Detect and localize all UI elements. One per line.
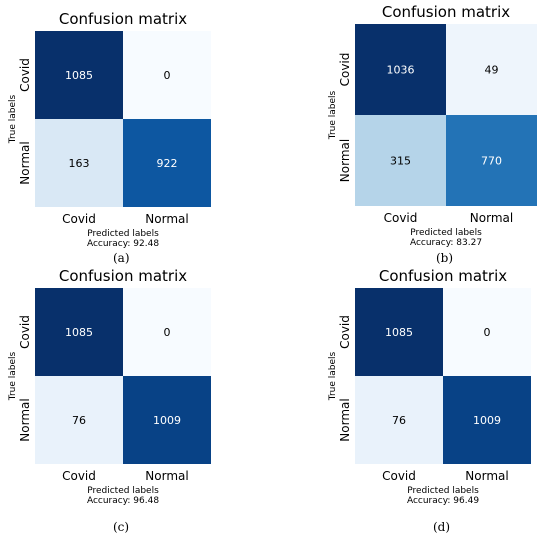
accuracy-label: Accuracy: 96.49 <box>407 496 479 506</box>
x-tick-label: Normal <box>145 469 188 483</box>
cell-value: 49 <box>485 64 499 77</box>
y-tick-label: Normal <box>18 141 32 184</box>
panel-label: (d) <box>433 520 451 534</box>
matrix-cell <box>443 288 531 376</box>
x-tick-label: Covid <box>62 212 96 226</box>
chart-title: Confusion matrix <box>59 269 187 285</box>
matrix-cell <box>355 115 446 206</box>
matrix-cell <box>35 119 123 207</box>
y-tick-label: Covid <box>338 315 352 349</box>
confusion-matrix-chart: Confusion matrix 1085 0 76 1009 Covid Normal Co… <box>328 269 531 506</box>
x-axis-label: Predicted labels <box>87 486 159 496</box>
y-axis-label: True labels <box>328 90 338 140</box>
cell-value: 76 <box>392 414 406 427</box>
cell-value: 163 <box>69 157 90 170</box>
confusion-matrix-chart: Confusion matrix 1036 49 315 770 Covid Normal C… <box>328 3 537 248</box>
matrix-cell <box>35 31 123 119</box>
matrix-cell <box>123 119 211 207</box>
accuracy-label: Accuracy: 83.27 <box>410 238 482 248</box>
matrix-cell <box>355 376 443 464</box>
confusion-matrix-chart: Confusion matrix 1085 0 163 922 Covid Normal Co… <box>8 10 211 249</box>
y-tick-label: Normal <box>338 139 352 182</box>
accuracy-label: Accuracy: 92.48 <box>87 239 159 249</box>
cell-value: 1085 <box>65 326 93 339</box>
x-axis-label: Predicted labels <box>410 228 482 238</box>
accuracy-label: Accuracy: 96.48 <box>87 496 159 506</box>
y-tick-label: Covid <box>18 315 32 349</box>
matrix-cell <box>123 376 211 464</box>
matrix-cell <box>123 288 211 376</box>
y-tick-label: Normal <box>338 398 352 441</box>
cell-value: 1085 <box>385 326 413 339</box>
cell-value: 1085 <box>65 69 93 82</box>
cell-value: 0 <box>164 69 171 82</box>
cell-value: 1009 <box>473 414 501 427</box>
matrix-cell <box>35 288 123 376</box>
y-axis-label: True labels <box>328 351 338 401</box>
confusion-matrix-chart: Confusion matrix 1085 0 76 1009 Covid Normal Co… <box>8 269 211 506</box>
x-tick-label: Covid <box>384 211 418 225</box>
cell-value: 922 <box>157 157 178 170</box>
matrix-cell <box>446 24 537 115</box>
panel-label: (c) <box>113 520 130 534</box>
panel-d: Confusion matrix 1085 0 76 1009 Covid Normal Co… <box>275 269 550 538</box>
chart-title: Confusion matrix <box>379 269 507 285</box>
x-tick-label: Covid <box>62 469 96 483</box>
y-tick-label: Covid <box>18 58 32 92</box>
chart-title: Confusion matrix <box>382 3 510 21</box>
cell-value: 1036 <box>387 64 415 77</box>
panel-c: Confusion matrix 1085 0 76 1009 Covid Normal Co… <box>0 269 275 538</box>
x-tick-label: Covid <box>382 469 416 483</box>
y-axis-label: True labels <box>8 351 18 401</box>
x-axis-label: Predicted labels <box>407 486 479 496</box>
matrix-cell <box>35 376 123 464</box>
panel-a: Confusion matrix 1085 0 163 922 Covid Normal Co… <box>0 0 275 269</box>
matrix-cell <box>123 31 211 119</box>
x-tick-label: Normal <box>470 211 513 225</box>
chart-title: Confusion matrix <box>59 10 187 28</box>
cell-value: 770 <box>481 155 502 168</box>
x-tick-label: Normal <box>465 469 508 483</box>
y-tick-label: Normal <box>18 398 32 441</box>
panel-label: (b) <box>436 251 454 265</box>
cell-value: 1009 <box>153 414 181 427</box>
cell-value: 76 <box>72 414 86 427</box>
matrix-cell <box>446 115 537 206</box>
x-axis-label: Predicted labels <box>87 229 159 239</box>
matrix-cell <box>355 24 446 115</box>
matrix-cell <box>355 288 443 376</box>
cell-value: 0 <box>164 326 171 339</box>
y-tick-label: Covid <box>338 53 352 87</box>
panel-label: (a) <box>113 251 130 265</box>
matrix-cell <box>443 376 531 464</box>
panel-b: Confusion matrix 1036 49 315 770 Covid Normal C… <box>275 0 550 269</box>
cell-value: 0 <box>484 326 491 339</box>
cell-value: 315 <box>390 155 411 168</box>
y-axis-label: True labels <box>8 94 18 144</box>
x-tick-label: Normal <box>145 212 188 226</box>
